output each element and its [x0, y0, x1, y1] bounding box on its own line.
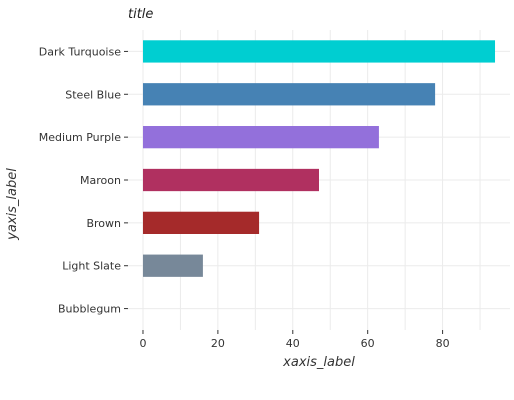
chart-title: title [128, 7, 153, 22]
bar-medium-purple [142, 126, 379, 149]
x-tick-label: 80 [436, 337, 450, 350]
bar-steel-blue [142, 83, 436, 106]
y-tick-label: Brown [86, 217, 121, 230]
bar-light-slate [142, 254, 203, 277]
y-tick-label: Dark Turquoise [39, 45, 121, 58]
bar-brown [142, 211, 260, 234]
x-tick-label: 60 [361, 337, 375, 350]
x-axis-label: xaxis_label [282, 355, 355, 370]
x-tick-label: 0 [139, 337, 146, 350]
bar-dark-turquoise [142, 40, 496, 63]
x-tick-label: 20 [211, 337, 225, 350]
y-tick-label: Steel Blue [65, 88, 121, 101]
bar-maroon [142, 168, 319, 192]
y-axis: Bubblegum Light Slate Brown Maroon Medium Pu… [39, 45, 128, 316]
y-tick-label: Light Slate [62, 260, 121, 273]
y-tick-label: Maroon [80, 174, 121, 187]
bars [142, 40, 496, 277]
y-axis-label: yaxis_label [5, 168, 20, 241]
x-tick-label: 40 [286, 337, 300, 350]
y-tick-label: Bubblegum [58, 303, 121, 316]
x-axis: 0 20 40 60 80 [139, 330, 450, 350]
y-tick-label: Medium Purple [39, 131, 121, 144]
